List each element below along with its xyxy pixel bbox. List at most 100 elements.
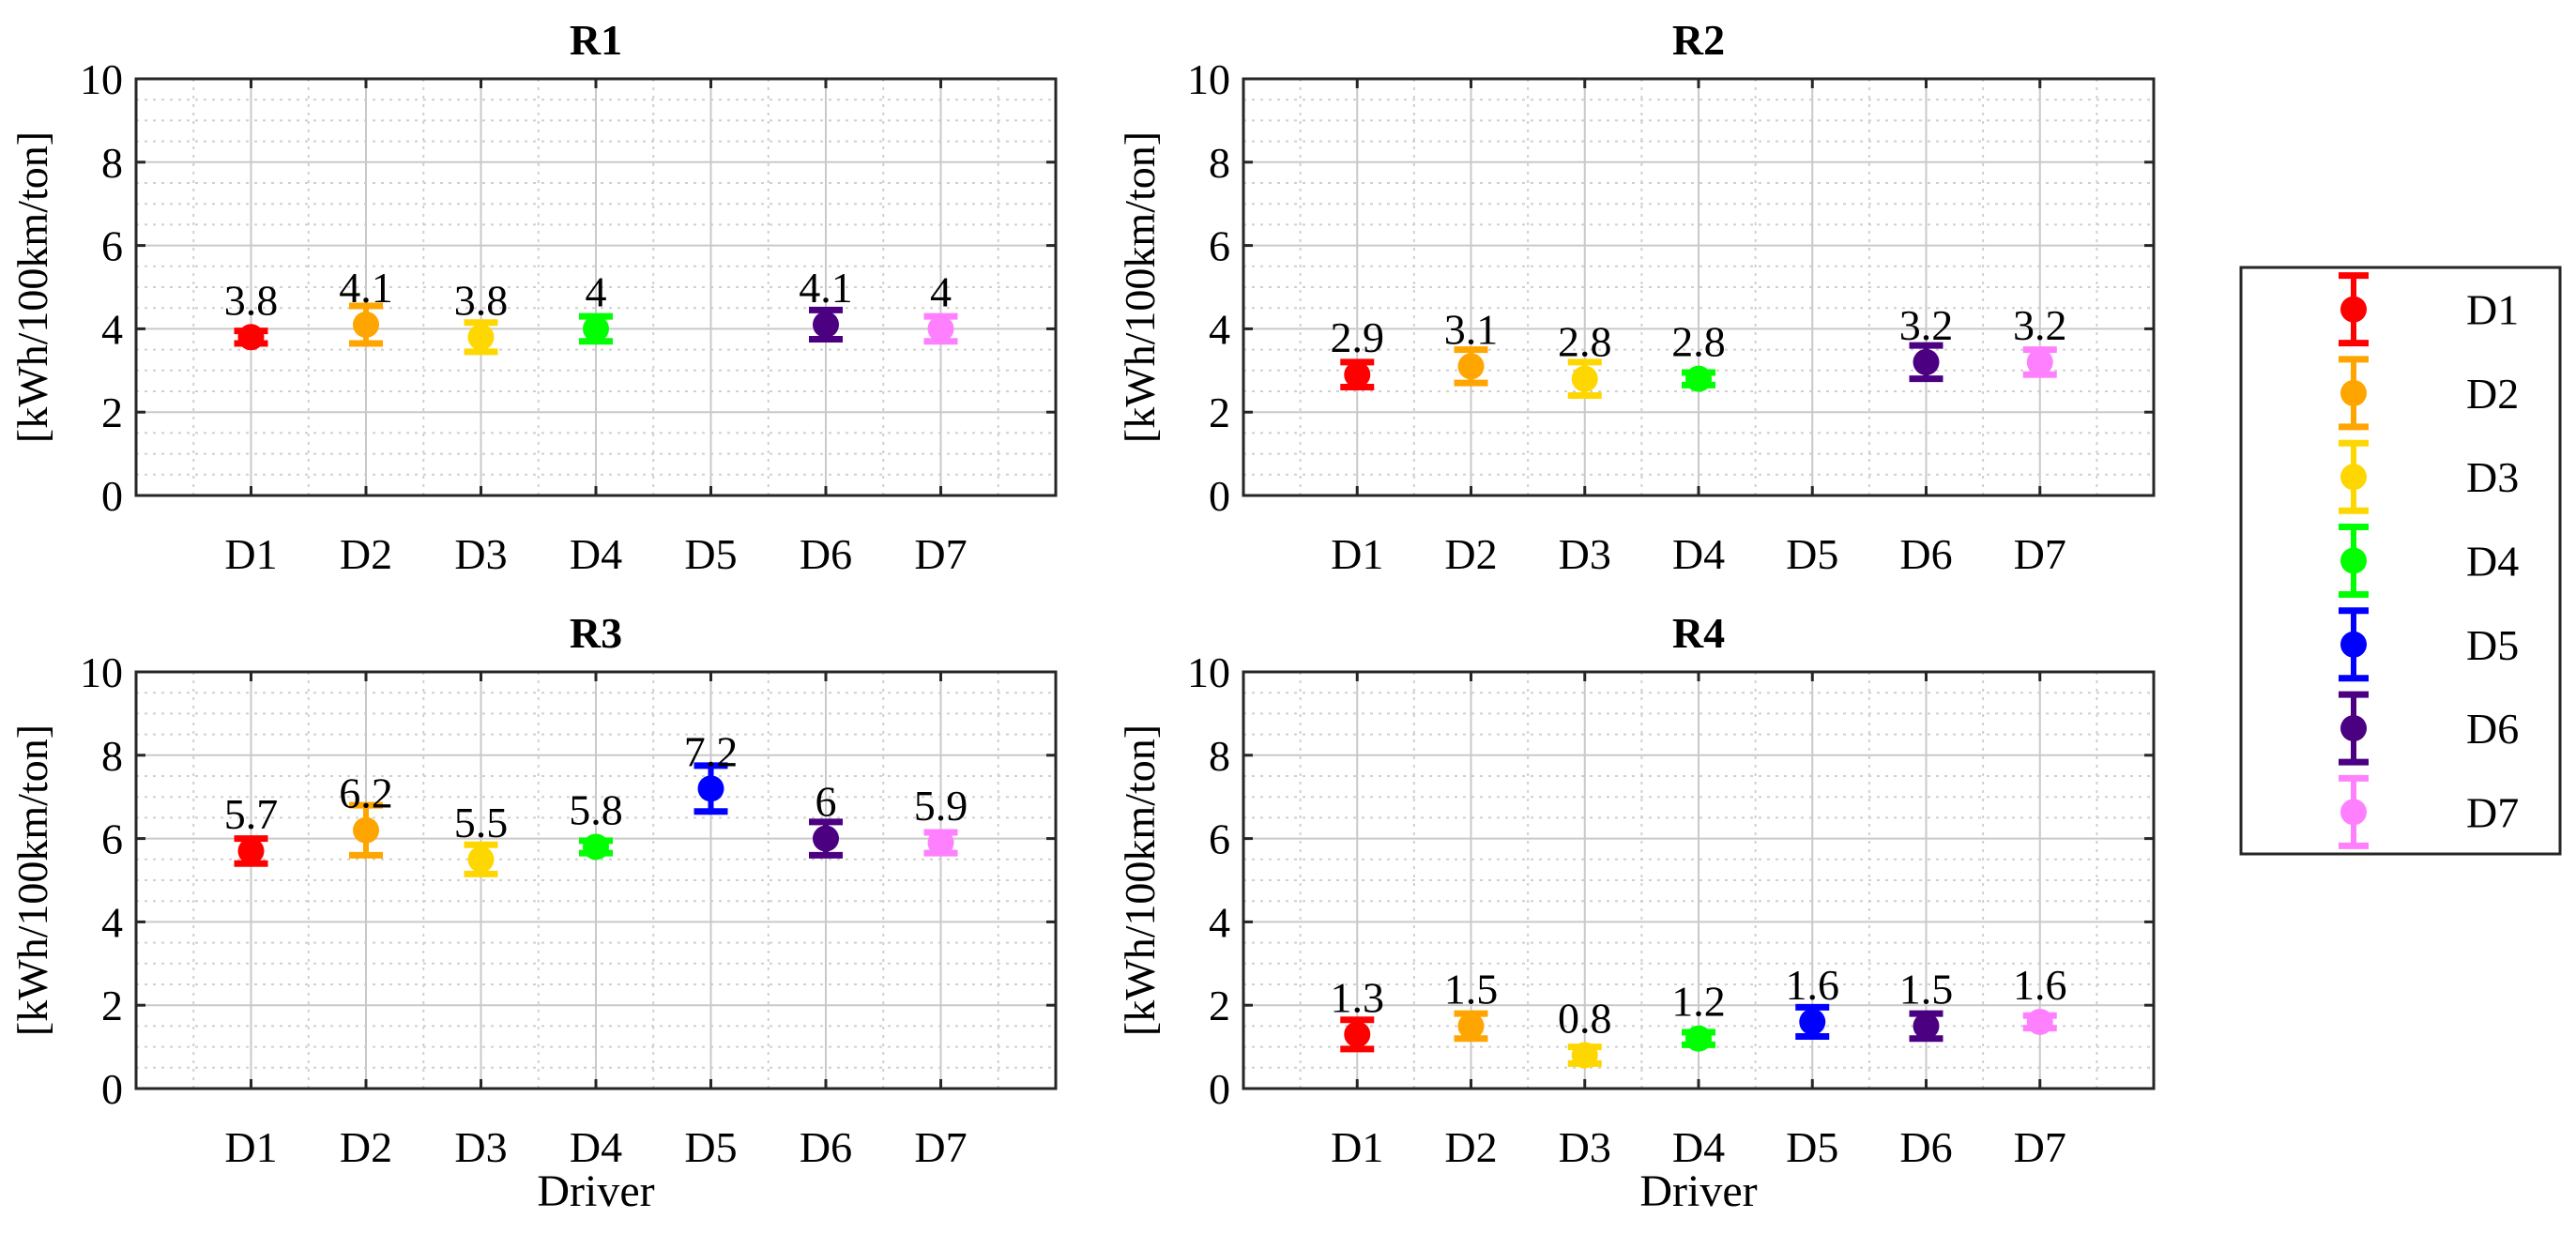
data-label: 2.8 bbox=[1671, 318, 1726, 366]
legend-marker bbox=[2340, 799, 2367, 826]
y-tick-label: 4 bbox=[101, 898, 123, 946]
errorbar-d1: 2.9 bbox=[1331, 313, 1385, 391]
y-tick-label: 8 bbox=[1209, 139, 1230, 187]
data-label: 7.2 bbox=[684, 727, 739, 775]
errorbar-d4: 5.8 bbox=[569, 785, 623, 861]
data-point-d5 bbox=[697, 775, 724, 802]
y-tick-label: 2 bbox=[101, 388, 123, 436]
errorbar-d2: 3.1 bbox=[1444, 305, 1498, 387]
data-point-d1 bbox=[1344, 1021, 1371, 1048]
errorbar-d3: 3.8 bbox=[454, 276, 508, 356]
legend-entry-d3: D3 bbox=[2339, 439, 2519, 514]
errorbar-d4: 2.8 bbox=[1671, 318, 1726, 392]
y-tick-label: 10 bbox=[80, 648, 123, 696]
panel-title: R3 bbox=[570, 609, 622, 657]
legend-label: D3 bbox=[2466, 453, 2519, 501]
panel-title: R2 bbox=[1672, 16, 1725, 64]
data-label: 6 bbox=[815, 778, 837, 826]
data-label: 1.5 bbox=[1899, 965, 1954, 1013]
x-tick-label: D3 bbox=[1559, 530, 1611, 578]
data-point-d2 bbox=[353, 816, 379, 844]
x-tick-label: D1 bbox=[1331, 530, 1383, 578]
y-tick-label: 0 bbox=[1209, 472, 1230, 520]
errorbar-d4: 1.2 bbox=[1671, 978, 1726, 1052]
panel-r2: 0 2 4 6 8 10 D1 D2 D3 D4 D5 D6 D7 R2 [kWh/100km/ton] 2.… bbox=[1116, 16, 2156, 578]
y-tick-label: 4 bbox=[1209, 305, 1230, 353]
y-tick-label: 4 bbox=[101, 305, 123, 353]
x-tick-label: D3 bbox=[454, 530, 507, 578]
errorbar-d4: 4 bbox=[579, 267, 613, 345]
data-label: 1.3 bbox=[1331, 973, 1385, 1021]
data-point-d4 bbox=[1685, 365, 1712, 392]
x-tick-label: D4 bbox=[570, 1123, 622, 1171]
x-tick-label: D2 bbox=[340, 530, 392, 578]
data-label: 4 bbox=[586, 267, 607, 315]
legend-entry-d7: D7 bbox=[2339, 774, 2519, 849]
data-point-d7 bbox=[2026, 348, 2053, 375]
data-point-d2 bbox=[1457, 1013, 1485, 1040]
data-label: 1.5 bbox=[1444, 965, 1499, 1013]
legend-marker bbox=[2340, 379, 2367, 406]
y-tick-label: 0 bbox=[101, 1065, 123, 1113]
errorbar-d3: 2.8 bbox=[1558, 318, 1612, 399]
data-point-d4 bbox=[583, 315, 609, 343]
data-label: 3.2 bbox=[2013, 301, 2067, 349]
x-tick-label: D7 bbox=[914, 1123, 967, 1171]
x-tick-label: D5 bbox=[1786, 530, 1838, 578]
data-point-d5 bbox=[1799, 1008, 1826, 1035]
errorbar-d6: 4.1 bbox=[799, 264, 853, 343]
x-tick-label: D5 bbox=[684, 1123, 737, 1171]
data-point-d3 bbox=[467, 846, 495, 873]
y-axis-label: [kWh/100km/ton] bbox=[8, 724, 56, 1036]
y-tick-label: 10 bbox=[80, 55, 123, 103]
legend-label: D5 bbox=[2466, 621, 2519, 669]
errorbar-d6: 1.5 bbox=[1899, 965, 1954, 1043]
errorbar-d1: 3.8 bbox=[224, 276, 279, 351]
data-point-d6 bbox=[813, 825, 839, 852]
data-label: 2.9 bbox=[1331, 313, 1385, 361]
data-label: 1.6 bbox=[2013, 961, 2067, 1009]
errorbar-d1: 1.3 bbox=[1331, 973, 1385, 1053]
data-point-d6 bbox=[813, 311, 839, 338]
legend-entry-d4: D4 bbox=[2339, 524, 2519, 598]
legend-label: D6 bbox=[2466, 705, 2519, 753]
errorbar-d2: 1.5 bbox=[1444, 965, 1499, 1043]
legend-entry-d1: D1 bbox=[2339, 272, 2519, 347]
x-tick-label: D6 bbox=[1899, 530, 1952, 578]
x-tick-label: D1 bbox=[224, 530, 277, 578]
y-tick-label: 8 bbox=[1209, 732, 1230, 780]
legend-entry-d5: D5 bbox=[2339, 607, 2519, 682]
errorbar-d3: 5.5 bbox=[454, 799, 508, 877]
y-tick-label: 6 bbox=[1209, 222, 1230, 270]
y-axis-label: [kWh/100km/ton] bbox=[1116, 724, 1164, 1036]
errorbar-d6: 6 bbox=[809, 778, 843, 859]
legend-marker bbox=[2340, 464, 2367, 491]
x-tick-label: D4 bbox=[570, 530, 622, 578]
errorbar-d6: 3.2 bbox=[1899, 301, 1953, 383]
data-label: 0.8 bbox=[1558, 994, 1612, 1042]
data-label: 4.1 bbox=[799, 264, 853, 312]
data-label: 5.9 bbox=[914, 782, 968, 830]
x-tick-label: D2 bbox=[340, 1123, 392, 1171]
panel-r3: 0 2 4 6 8 10 D1 D2 D3 D4 D5 D6 D7 R3 [kWh/100km/ton] Dr… bbox=[8, 609, 1058, 1216]
x-axis-label: Driver bbox=[1639, 1166, 1757, 1216]
legend: D1 D2 D3 D4 D5 D6 D7 bbox=[2239, 266, 2562, 856]
data-label: 3.8 bbox=[224, 276, 279, 324]
data-label: 1.2 bbox=[1671, 978, 1726, 1026]
legend-marker bbox=[2340, 715, 2367, 742]
data-label: 4.1 bbox=[339, 264, 393, 312]
data-label: 4 bbox=[930, 267, 952, 315]
y-tick-label: 8 bbox=[101, 732, 123, 780]
y-tick-label: 0 bbox=[101, 472, 123, 520]
data-label: 1.6 bbox=[1786, 961, 1840, 1009]
legend-entry-d2: D2 bbox=[2339, 356, 2519, 431]
legend-label: D2 bbox=[2466, 370, 2519, 418]
errorbar-d7: 1.6 bbox=[2013, 961, 2067, 1035]
legend-box bbox=[2239, 266, 2562, 856]
data-point-d7 bbox=[927, 315, 954, 343]
y-tick-label: 10 bbox=[1187, 648, 1230, 696]
y-tick-label: 2 bbox=[1209, 982, 1230, 1029]
data-label: 5.7 bbox=[224, 790, 279, 838]
data-point-d6 bbox=[1913, 348, 1940, 375]
x-tick-label: D2 bbox=[1444, 530, 1497, 578]
